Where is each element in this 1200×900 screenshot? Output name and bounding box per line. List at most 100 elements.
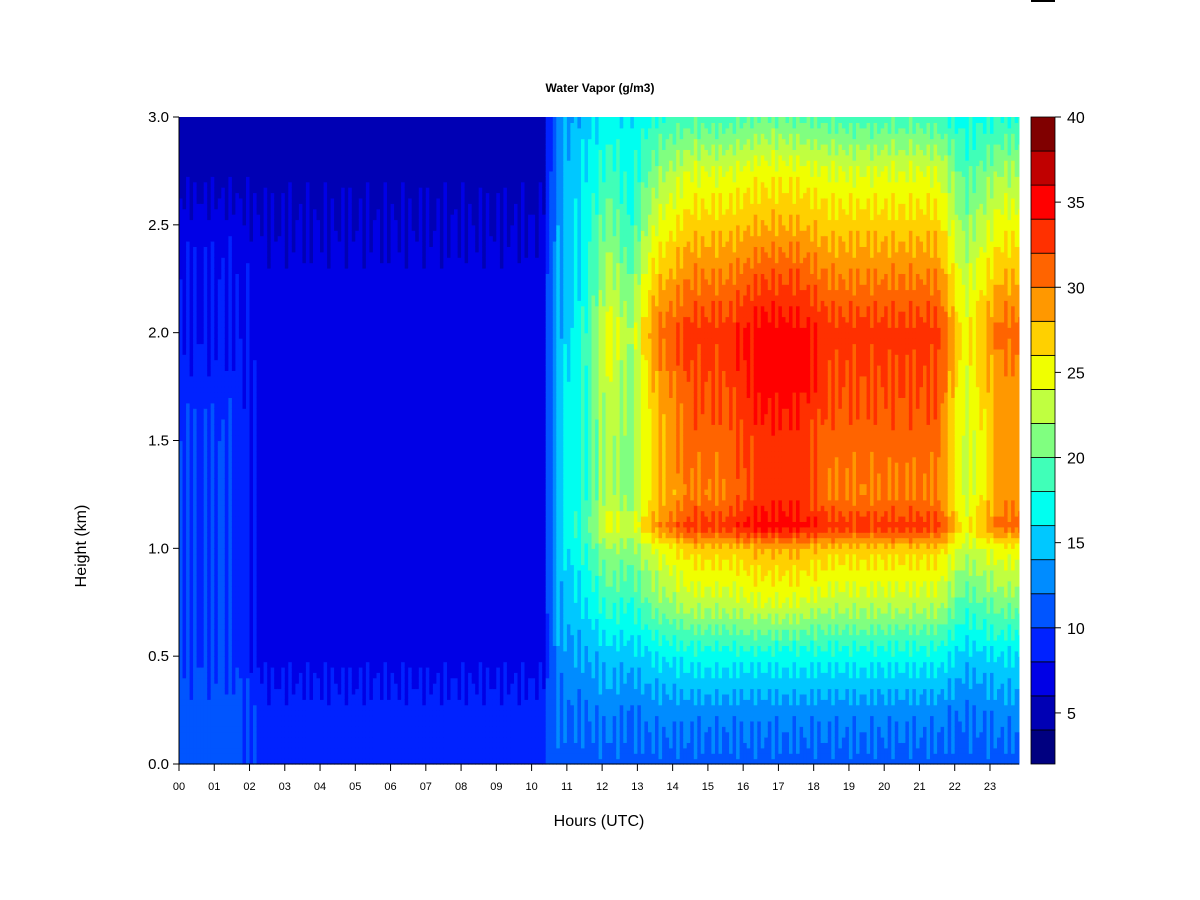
heatmap-cell [197,570,201,576]
heatmap-cell [197,511,201,517]
heatmap-cell [214,468,218,474]
heatmap-cell [221,570,225,576]
heatmap-cell [204,198,208,204]
heatmap-cell [207,716,211,722]
heatmap-cell [193,268,197,274]
heatmap-cell [214,219,218,225]
heatmap-cell [193,193,197,199]
heatmap-cell [214,327,218,333]
heatmap-cell [186,290,190,296]
heatmap-cell [190,198,194,204]
heatmap-cell [190,311,194,317]
heatmap-cell [214,446,218,452]
heatmap-cell [179,737,183,743]
heatmap-cell [204,699,208,705]
heatmap-cell [200,133,204,139]
heatmap-cell [193,263,197,269]
heatmap-cell [214,236,218,242]
heatmap-cell [200,257,204,263]
heatmap-cell [179,322,183,328]
heatmap-cell [193,629,197,635]
heatmap-cell [221,538,225,544]
heatmap-cell [197,457,201,463]
heatmap-cell [204,144,208,150]
heatmap-cell [204,683,208,689]
heatmap-cell [179,317,183,323]
heatmap-cell [197,635,201,641]
heatmap-cell [211,683,215,689]
heatmap-cell [218,241,222,247]
heatmap-cell [197,198,201,204]
heatmap-cell [190,672,194,678]
heatmap-cell [179,187,183,193]
heatmap-cell [186,365,190,371]
heatmap-cell [214,651,218,657]
heatmap-cell [200,268,204,274]
heatmap-cell [214,662,218,668]
heatmap-cell [190,516,194,522]
heatmap-cell [207,176,211,182]
heatmap-cell [207,694,211,700]
heatmap-cell [207,613,211,619]
heatmap-cell [204,333,208,339]
heatmap-cell [207,505,211,511]
heatmap-cell [183,662,187,668]
heatmap-cell [183,511,187,517]
heatmap-cell [204,505,208,511]
heatmap-cell [186,635,190,641]
heatmap-cell [200,344,204,350]
heatmap-cell [218,521,222,527]
heatmap-cell [193,505,197,511]
heatmap-cell [204,441,208,447]
heatmap-cell [193,548,197,554]
heatmap-cell [221,365,225,371]
heatmap-cell [221,219,225,225]
heatmap-cell [218,699,222,705]
heatmap-cell [211,408,215,414]
heatmap-cell [214,419,218,425]
heatmap-cell [200,419,204,425]
heatmap-cell [211,236,215,242]
heatmap-cell [186,128,190,134]
heatmap-cell [190,241,194,247]
heatmap-cell [179,128,183,134]
heatmap-cell [197,699,201,705]
heatmap-cell [183,430,187,436]
heatmap-cell [207,521,211,527]
heatmap-cell [204,753,208,759]
heatmap-cell [197,219,201,225]
heatmap-cell [179,489,183,495]
heatmap-cell [197,478,201,484]
heatmap-cell [204,694,208,700]
heatmap-cell [186,618,190,624]
heatmap-cell [207,273,211,279]
heatmap-cell [218,683,222,689]
heatmap-cell [207,457,211,463]
heatmap-cell [193,176,197,182]
heatmap-cell [193,710,197,716]
heatmap-cell [200,295,204,301]
heatmap-cell [200,484,204,490]
heatmap-cell [200,397,204,403]
heatmap-cell [193,219,197,225]
heatmap-cell [218,581,222,587]
heatmap-cell [200,511,204,517]
heatmap-cell [207,656,211,662]
heatmap-cell [190,505,194,511]
heatmap-cell [200,311,204,317]
heatmap-cell [214,489,218,495]
heatmap-cell [214,716,218,722]
heatmap-cell [204,705,208,711]
heatmap-cell [221,392,225,398]
heatmap-cell [179,214,183,220]
heatmap-cell [214,532,218,538]
heatmap-cell [214,155,218,161]
heatmap-cell [179,344,183,350]
heatmap-cell [218,273,222,279]
heatmap-cell [214,500,218,506]
heatmap-cell [200,699,204,705]
heatmap-cell [218,613,222,619]
heatmap-cell [190,246,194,252]
heatmap-cell [179,705,183,711]
heatmap-cell [197,662,201,668]
